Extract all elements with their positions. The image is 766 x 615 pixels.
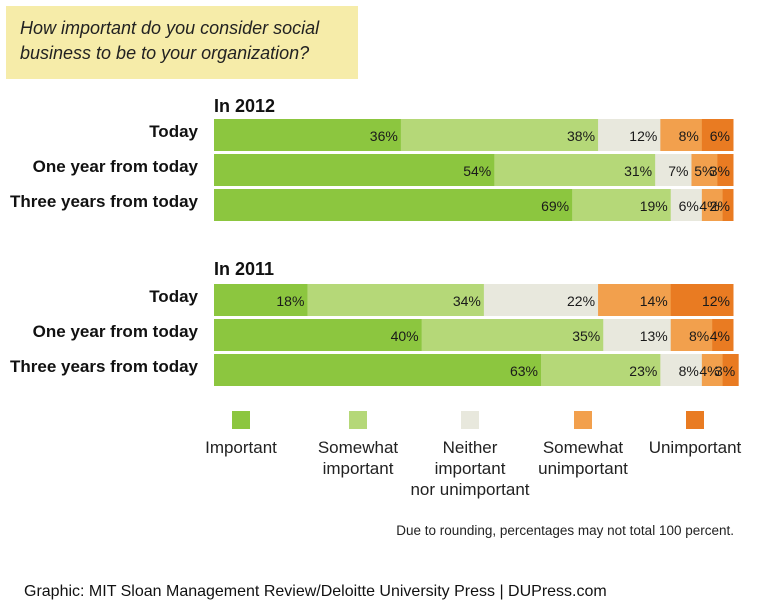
- data-label-2011-0-1: 34%: [453, 293, 481, 309]
- bar-segment-2012-2-4: [722, 189, 734, 221]
- data-label-2012-2-2: 6%: [679, 198, 699, 214]
- legend-swatch-4: [686, 411, 704, 429]
- bar-segment-2012-0-2: [598, 119, 661, 151]
- group-title-2011: In 2011: [214, 259, 275, 279]
- legend-label-line: Important: [205, 438, 277, 457]
- data-label-2011-1-0: 40%: [391, 328, 419, 344]
- data-label-2012-1-2: 7%: [668, 163, 688, 179]
- bar-segment-2012-0-0: [214, 119, 402, 151]
- bar-segment-2011-0-1: [307, 284, 485, 316]
- bar-segment-2012-1-0: [214, 154, 495, 186]
- data-label-2012-2-3: 4%: [699, 198, 719, 214]
- data-label-2012-2-4: 2%: [710, 198, 730, 214]
- data-label-2012-1-4: 3%: [710, 163, 730, 179]
- bar-segment-2011-2-4: [722, 354, 739, 386]
- legend-label-4: Unimportant: [620, 437, 766, 458]
- data-label-2011-2-3: 4%: [699, 363, 719, 379]
- bar-segment-2011-1-1: [421, 319, 604, 351]
- data-label-2011-2-4: 3%: [715, 363, 735, 379]
- legend-label-1: Somewhat important: [283, 437, 433, 479]
- data-label-2011-0-4: 12%: [702, 293, 730, 309]
- bar-segment-2012-1-2: [655, 154, 692, 186]
- data-label-2011-2-2: 8%: [679, 363, 699, 379]
- legend-swatch-2: [461, 411, 479, 429]
- data-label-2012-2-1: 19%: [640, 198, 668, 214]
- credit-line: Graphic: MIT Sloan Management Review/Del…: [24, 583, 607, 600]
- legend-label-line: important: [322, 459, 394, 478]
- data-label-2011-0-3: 14%: [640, 293, 668, 309]
- row-label-2011-one-year: One year from today: [32, 322, 198, 341]
- bar-segment-2011-1-2: [603, 319, 672, 351]
- bar-segment-2012-2-0: [214, 189, 573, 221]
- legend-label-line: Somewhat: [542, 438, 624, 457]
- data-label-2012-1-3: 5%: [694, 163, 714, 179]
- legend-label-3: Somewhat unimportant: [508, 437, 658, 479]
- legend-label-line: important: [434, 459, 506, 478]
- legend-label-line: nor unimportant: [410, 480, 530, 499]
- bar-segment-2012-1-4: [717, 154, 734, 186]
- bar-segment-2012-2-2: [670, 189, 703, 221]
- legend-label-line: Unimportant: [648, 438, 742, 457]
- data-label-2012-0-2: 12%: [629, 128, 657, 144]
- legend-swatch-3: [574, 411, 592, 429]
- bar-segment-2012-2-3: [701, 189, 724, 221]
- data-label-2011-2-1: 23%: [629, 363, 657, 379]
- legend-swatch-1: [349, 411, 367, 429]
- data-label-2011-1-1: 35%: [572, 328, 600, 344]
- footnote: Due to rounding, percentages may not tot…: [396, 523, 734, 538]
- bar-segment-2011-2-1: [540, 354, 661, 386]
- legend-label-line: Neither: [442, 438, 498, 457]
- bar-segment-2012-0-3: [660, 119, 703, 151]
- bar-segment-2011-2-3: [701, 354, 724, 386]
- data-label-2011-2-0: 63%: [510, 363, 538, 379]
- bar-segment-2011-2-2: [660, 354, 703, 386]
- data-label-2012-0-0: 36%: [370, 128, 398, 144]
- bar-segment-2011-0-4: [670, 284, 734, 316]
- bar-segment-2011-2-0: [214, 354, 542, 386]
- data-label-2011-1-3: 8%: [689, 328, 709, 344]
- data-label-2012-2-0: 69%: [541, 198, 569, 214]
- row-label-2012-three-years: Three years from today: [9, 192, 198, 211]
- bar-segment-2012-1-1: [494, 154, 656, 186]
- bar-segment-2011-1-0: [214, 319, 423, 351]
- legend-label-line: Somewhat: [317, 438, 399, 457]
- data-label-2011-1-2: 13%: [640, 328, 668, 344]
- bar-segment-2011-1-4: [712, 319, 734, 351]
- bar-segment-2012-0-1: [400, 119, 599, 151]
- data-label-2011-0-2: 22%: [567, 293, 595, 309]
- data-label-2012-0-1: 38%: [567, 128, 595, 144]
- legend-label-line: unimportant: [538, 459, 628, 478]
- data-label-2011-1-4: 4%: [710, 328, 730, 344]
- data-label-2012-0-3: 8%: [679, 128, 699, 144]
- bar-segment-2012-0-4: [701, 119, 734, 151]
- group-title-2012: In 2012: [214, 96, 276, 116]
- question-box: How important do you consider social bus…: [6, 6, 358, 79]
- data-label-2012-1-0: 54%: [463, 163, 491, 179]
- legend-label-0: Important: [166, 437, 316, 458]
- bar-segment-2012-1-3: [691, 154, 718, 186]
- row-label-2011-today: Today: [149, 287, 198, 306]
- legend-swatch-0: [232, 411, 250, 429]
- bar-segment-2012-2-1: [572, 189, 672, 221]
- row-label-2012-one-year: One year from today: [32, 157, 198, 176]
- data-label-2011-0-0: 18%: [276, 293, 304, 309]
- bar-segment-2011-0-3: [598, 284, 672, 316]
- data-label-2012-1-1: 31%: [624, 163, 652, 179]
- data-label-2012-0-4: 6%: [710, 128, 730, 144]
- bar-segment-2011-0-2: [483, 284, 599, 316]
- bar-segment-2011-1-3: [670, 319, 713, 351]
- row-label-2012-today: Today: [149, 122, 198, 141]
- legend-label-2: Neither important nor unimportant: [395, 437, 545, 500]
- row-label-2011-three-years: Three years from today: [9, 357, 198, 376]
- question-text: How important do you consider social bus…: [20, 18, 320, 63]
- bar-segment-2011-0-0: [214, 284, 308, 316]
